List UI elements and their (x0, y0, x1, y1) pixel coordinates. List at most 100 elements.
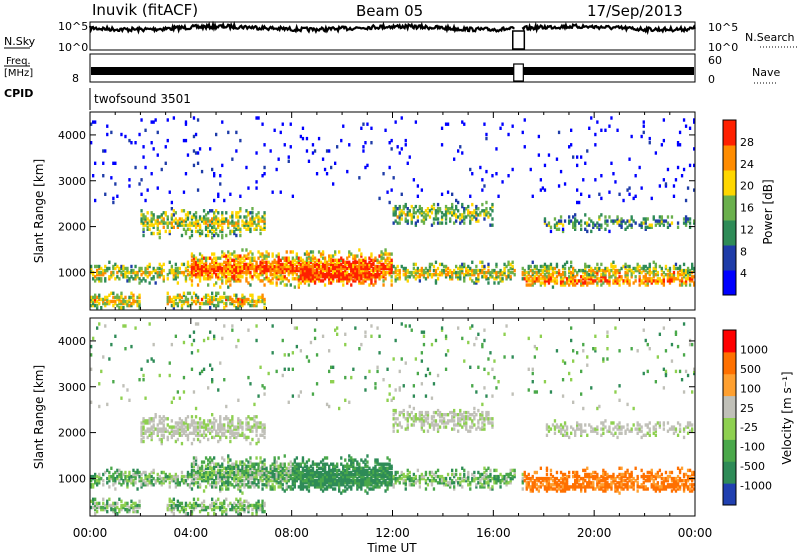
power-cell (178, 297, 182, 302)
power-cell (586, 277, 589, 281)
velocity-cell (237, 417, 240, 421)
velocity-cell (172, 505, 176, 510)
velocity-cell (215, 476, 218, 481)
power-cell (150, 213, 153, 217)
velocity-cell (184, 429, 188, 433)
power-cell (382, 273, 385, 277)
power-cell (267, 252, 270, 256)
power-cell (418, 279, 422, 283)
power-cell (618, 270, 621, 275)
power-cell (130, 270, 133, 275)
velocity-cell (305, 485, 309, 489)
velocity-cell (213, 512, 216, 516)
velocity-cell (152, 359, 155, 363)
power-cell (245, 209, 248, 213)
power-cell (549, 275, 553, 279)
power-cell (479, 211, 482, 215)
power-cell (400, 211, 403, 215)
velocity-cell (211, 497, 214, 501)
velocity-cell (229, 419, 232, 423)
velocity-cell (140, 427, 143, 431)
power-cell (142, 215, 145, 219)
velocity-cell (275, 466, 278, 470)
power-cell (640, 223, 643, 227)
velocity-cell (257, 472, 260, 477)
power-cell (223, 268, 226, 273)
power-cell (521, 277, 524, 281)
power-cell (261, 215, 264, 219)
power-cell (426, 268, 430, 273)
power-cell (380, 252, 383, 256)
velocity-cell (249, 468, 252, 473)
velocity-cell (309, 464, 313, 468)
power-cell (328, 262, 331, 267)
power-cell (325, 268, 329, 273)
power-cell (176, 266, 180, 271)
power-cell (277, 256, 280, 260)
power-cell (106, 124, 109, 128)
velocity-cell (209, 464, 212, 468)
power-cell (368, 275, 371, 279)
velocity-cell (231, 423, 234, 427)
velocity-cell (301, 485, 305, 489)
power-cell (531, 270, 534, 275)
power-cell (144, 279, 147, 283)
power-cell (209, 299, 212, 304)
power-cell (253, 270, 256, 275)
power-cell (243, 301, 246, 306)
power-cell (362, 266, 365, 271)
power-cell (148, 270, 151, 275)
power-cell (158, 229, 161, 234)
power-colorbar-swatch-2 (723, 220, 736, 246)
velocity-cell (261, 509, 264, 514)
power-cell (186, 260, 190, 264)
velocity-cell (237, 421, 240, 425)
velocity-cell (291, 462, 295, 466)
power-cell (670, 275, 674, 279)
power-cell (319, 260, 323, 264)
velocity-cell (287, 470, 290, 475)
power-cell (120, 301, 123, 306)
power-cell (221, 225, 224, 229)
power-cell (112, 196, 115, 201)
power-cell (213, 266, 216, 271)
velocity-cell (311, 472, 315, 477)
velocity-cell (263, 435, 266, 440)
power-cell (287, 266, 290, 271)
power-cell (180, 303, 184, 308)
power-cell (384, 258, 387, 262)
power-cell (491, 223, 494, 227)
power-cell (255, 180, 258, 184)
power-cell (271, 281, 274, 285)
power-cell (640, 221, 643, 225)
velocity-cell (122, 481, 125, 485)
power-cell (287, 155, 290, 159)
power-cell (235, 215, 238, 219)
power-cell (301, 266, 305, 271)
velocity-cell (336, 481, 339, 485)
power-cell (622, 219, 625, 223)
velocity-cell (275, 479, 278, 483)
power-cell (606, 279, 609, 283)
velocity-cell (239, 507, 242, 512)
power-cell (249, 227, 252, 231)
power-cell (338, 277, 341, 281)
velocity-cell (144, 474, 147, 479)
power-cell (380, 275, 383, 279)
power-cell (190, 297, 194, 302)
velocity-cell (269, 479, 272, 483)
velocity-cell (221, 456, 224, 460)
velocity-cell (241, 433, 244, 437)
velocity-cell (299, 349, 303, 353)
power-cell (128, 297, 131, 302)
power-cell (235, 227, 238, 231)
power-cell (247, 297, 250, 302)
power-cell (321, 250, 325, 254)
power-cell (267, 277, 270, 281)
power-cell (572, 275, 575, 279)
power-cell (451, 202, 454, 207)
power-cell (249, 293, 252, 297)
power-cell (551, 268, 555, 273)
power-cell (626, 268, 629, 273)
frequency-label-top: Freq. (6, 56, 31, 67)
